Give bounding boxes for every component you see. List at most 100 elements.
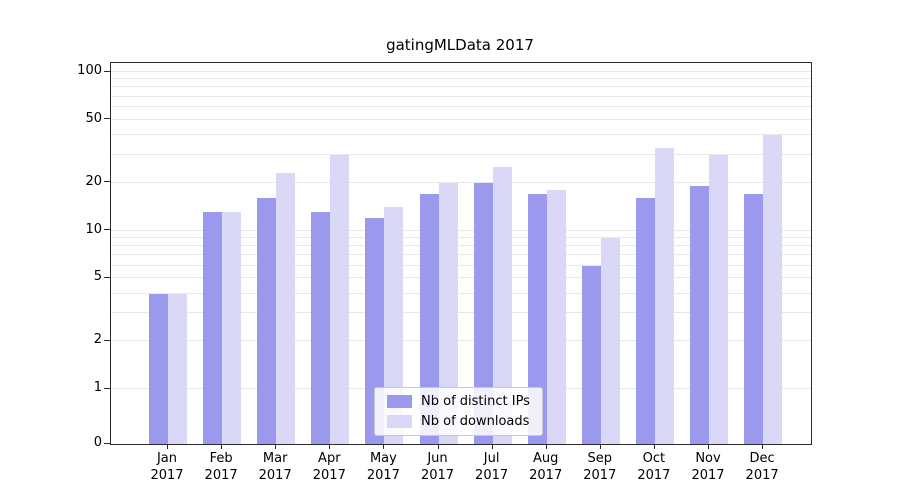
bar-feb-distinct-ips [203,212,223,444]
y-tick-label: 50 [85,110,102,126]
bar-sep-downloads [600,237,620,444]
y-tick-label: 0 [93,435,102,450]
gridline [111,292,811,294]
x-tick-label-apr: Apr 2017 [297,450,361,484]
x-tick-month: Dec [749,451,775,466]
x-tick-mark [708,444,709,449]
x-tick-year: 2017 [204,468,238,483]
gridline [111,78,811,80]
gridline [111,244,811,246]
bar-feb-downloads [222,212,242,444]
y-tick-label: 10 [85,221,102,237]
x-tick-mark [275,444,277,449]
x-tick-year: 2017 [637,468,671,483]
x-tick-label-aug: Aug 2017 [514,450,578,484]
x-tick-year: 2017 [258,468,292,483]
y-tick-mark [104,181,110,183]
x-tick-label-jan: Jan 2017 [135,450,199,484]
bar-oct-downloads [654,148,674,444]
x-tick-year: 2017 [312,468,346,483]
bar-aug-distinct-ips [527,193,547,444]
gridline [111,229,811,231]
legend-label-downloads: Nb of downloads [421,414,530,429]
gridline [111,254,811,256]
x-tick-year: 2017 [691,468,725,483]
bar-oct-distinct-ips [635,198,655,444]
bar-jan-distinct-ips [149,293,168,444]
x-tick-year: 2017 [420,468,455,483]
gridline [111,277,811,279]
x-tick-label-nov: Nov 2017 [676,450,740,484]
x-tick-label-jun: Jun 2017 [406,450,470,484]
bar-aug-downloads [546,190,566,444]
y-tick-label: 5 [93,269,102,285]
y-tick-mark [104,70,110,72]
y-tick-mark [104,387,110,389]
x-tick-label-jul: Jul 2017 [460,450,524,484]
x-tick-year: 2017 [745,468,779,483]
x-tick-month: Jun [427,451,448,466]
bar-jan-downloads [168,293,187,444]
x-tick-month: Nov [695,451,721,466]
x-tick-label-dec: Dec 2017 [730,450,794,484]
bar-sep-distinct-ips [581,265,601,444]
bar-jul-distinct-ips [473,182,493,444]
gridline [111,340,811,342]
x-tick-month: Apr [318,451,341,466]
gridline [111,134,811,136]
bar-apr-distinct-ips [311,212,331,444]
bar-jun-distinct-ips [419,193,439,444]
bar-may-downloads [384,207,404,444]
gridline [111,106,811,108]
bar-jul-downloads [492,167,512,444]
bar-nov-distinct-ips [690,186,709,444]
legend: Nb of distinct IPs Nb of downloads [374,387,543,436]
legend-label-distinct-ips: Nb of distinct IPs [421,394,530,409]
legend-row-downloads: Nb of downloads [387,414,530,429]
x-tick-month: May [369,451,397,466]
x-tick-year: 2017 [583,468,617,483]
gridline [111,264,811,266]
gridline [111,86,811,88]
y-tick-label: 20 [85,173,102,189]
x-tick-mark [653,444,655,449]
x-tick-label-may: May 2017 [351,450,415,484]
legend-swatch [387,415,412,428]
bar-dec-distinct-ips [744,193,764,444]
y-tick-label: 1 [93,380,102,395]
y-tick-label: 100 [77,63,102,78]
x-tick-mark [491,444,493,449]
x-tick-month: Sep [587,451,613,466]
x-tick-year: 2017 [475,468,509,483]
bar-nov-downloads [709,154,728,444]
x-tick-month: Jul [483,451,500,466]
gridline [111,181,811,183]
gridline [111,153,811,155]
x-tick-mark [545,444,547,449]
x-tick-mark [167,444,168,449]
y-tick-mark [104,276,110,278]
bar-mar-distinct-ips [257,198,277,444]
y-tick-mark [104,229,110,230]
x-tick-month: Aug [532,451,559,466]
y-tick-mark [104,442,110,444]
x-tick-mark [762,444,764,449]
bar-jun-downloads [438,182,458,444]
legend-swatch [387,395,412,408]
gridline [111,118,811,120]
y-tick-mark [104,339,110,341]
plot-area [110,62,812,445]
x-tick-label-feb: Feb 2017 [189,450,253,484]
bar-mar-downloads [276,173,296,444]
x-tick-label-mar: Mar 2017 [243,450,307,484]
x-tick-mark [599,444,601,449]
x-tick-mark [383,444,385,449]
x-tick-year: 2017 [366,468,400,483]
y-tick-mark [104,118,110,120]
x-tick-mark [329,444,331,449]
gridline [111,95,811,97]
x-tick-month: Oct [642,451,666,466]
x-tick-label-sep: Sep 2017 [568,450,632,484]
gridline [111,71,811,72]
x-tick-month: Mar [262,451,288,466]
